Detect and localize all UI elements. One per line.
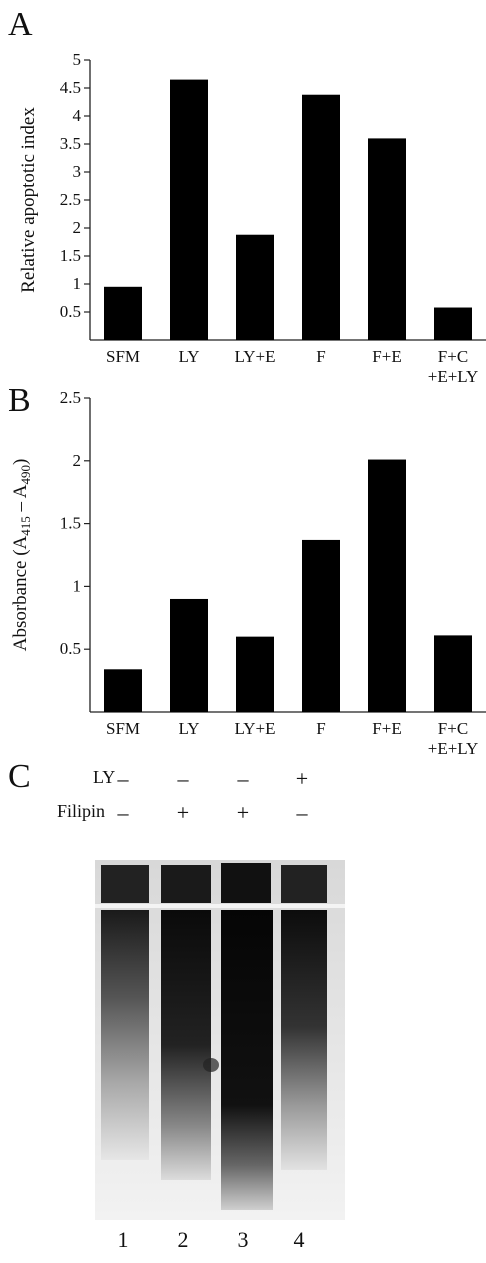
gel-lane-1-smear (101, 910, 149, 1160)
chart-a-x-tick-label: F+E (372, 347, 401, 366)
panel-label-c: C (8, 758, 31, 795)
chart-a-x-tick-label: F (316, 347, 325, 366)
chart-a-y-axis-title: Relative apoptotic index (18, 107, 39, 293)
chart-a-bar-6 (434, 307, 472, 340)
chart-b-bar-6 (434, 635, 472, 712)
chart-b-y-tick-label: 2 (73, 451, 82, 470)
chart-b-bar-2 (170, 598, 208, 712)
chart-b-x-tick-label: F+E (372, 719, 401, 738)
gel-row-label-filipin: Filipin (57, 801, 106, 821)
filipin-sign-lane-2: + (176, 800, 190, 825)
chart-a-y-tick-label: 4.5 (60, 78, 81, 97)
filipin-sign-lane-1: – (117, 800, 129, 825)
chart-a-bar-3 (236, 234, 274, 340)
lane-number-1: 1 (117, 1227, 129, 1252)
chart-a-y-tick-label: 5 (73, 50, 82, 69)
gel-lane-2-smear (161, 910, 211, 1180)
chart-b-x-tick-label: +E+LY (428, 739, 479, 758)
filipin-sign-lane-4: – (296, 800, 308, 825)
gel-lane-4-smear (281, 910, 327, 1170)
chart-a-x-tick-label: LY+E (235, 347, 276, 366)
lane-number-4: 4 (293, 1227, 305, 1252)
chart-a-y-tick-label: 1.5 (60, 246, 81, 265)
chart-a-bar-4 (302, 94, 340, 340)
chart-b-y-tick-label: 2.5 (60, 388, 81, 407)
chart-a-y-tick-label: 3.5 (60, 134, 81, 153)
gel-lane-3-smear (221, 910, 273, 1210)
chart-b-x-tick-label: LY (179, 719, 200, 738)
chart-b-bar-5 (368, 459, 406, 712)
chart-b-x-tick-label: F (316, 719, 325, 738)
chart-b-bar-1 (104, 669, 142, 712)
chart-a-y-tick-label: 1 (73, 274, 82, 293)
chart-a-x-tick-label: F+C (438, 347, 468, 366)
chart-b-y-tick-label: 1 (73, 576, 82, 595)
filipin-sign-lane-3: + (236, 800, 250, 825)
ly-sign-lane-4: + (295, 766, 309, 791)
chart-a-x-tick-label: LY (179, 347, 200, 366)
chart-a-y-tick-label: 0.5 (60, 302, 81, 321)
ly-sign-lane-3: – (237, 766, 249, 791)
chart-b-y-tick-label: 1.5 (60, 514, 81, 533)
gel-well-3 (221, 863, 271, 903)
chart-b-x-tick-label: SFM (106, 719, 140, 738)
chart-a-y-tick-label: 2.5 (60, 190, 81, 209)
chart-a-y-tick-label: 4 (73, 106, 82, 125)
chart-a-bar-1 (104, 286, 142, 340)
chart-a-bar-5 (368, 138, 406, 340)
chart-a-x-tick-label: SFM (106, 347, 140, 366)
gel-well-1 (101, 865, 149, 903)
gel-image (95, 860, 345, 1220)
lane-number-3: 3 (237, 1227, 249, 1252)
chart-a-x-tick-label: +E+LY (428, 367, 479, 386)
chart-b-y-axis-title: Absorbance (A415 – A490) (10, 459, 33, 652)
gel-well-2 (161, 865, 211, 903)
panel-label-a: A (8, 6, 33, 43)
gel-well-4 (281, 865, 327, 903)
ly-sign-lane-1: – (117, 766, 129, 791)
chart-a-y-tick-label: 2 (73, 218, 82, 237)
chart-b-bar-4 (302, 539, 340, 712)
chart-a-bar-2 (170, 79, 208, 340)
chart-b-x-tick-label: LY+E (235, 719, 276, 738)
ly-sign-lane-2: – (177, 766, 189, 791)
chart-a-y-tick-label: 3 (73, 162, 82, 181)
chart-b: 0.5 1 1.5 2 2.5 SFM LY LY+E F F+E F+C+E+LY Absorban… (10, 388, 486, 758)
chart-a: 0.5 1 1.5 2 2.5 3 3.5 4 4.5 5 SFM LY LY+E F F+E F+C+E+L… (18, 50, 486, 386)
gel-row-label-ly: LY (93, 767, 116, 787)
panel-label-b: B (8, 382, 31, 419)
chart-b-bar-3 (236, 636, 274, 712)
chart-b-y-tick-label: 0.5 (60, 639, 81, 658)
lane-number-2: 2 (177, 1227, 189, 1252)
chart-b-x-tick-label: F+C (438, 719, 468, 738)
